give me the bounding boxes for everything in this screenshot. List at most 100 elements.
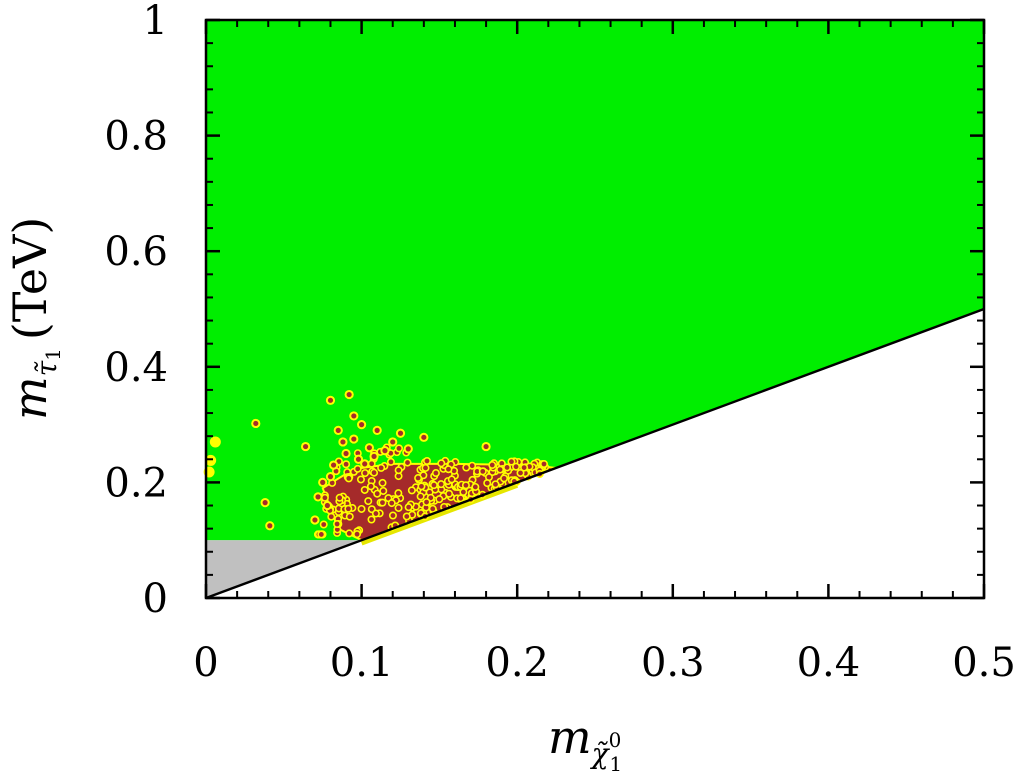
yellow-boundary-band bbox=[360, 482, 519, 546]
scatter-point bbox=[251, 418, 261, 429]
cluster-point bbox=[520, 463, 529, 472]
scatter-point bbox=[360, 459, 370, 469]
scatter-point bbox=[333, 425, 343, 435]
scatter-point bbox=[349, 411, 359, 421]
y-tick-label: 0.8 bbox=[104, 114, 168, 160]
scatter-point bbox=[328, 460, 339, 470]
cluster-point bbox=[344, 474, 353, 483]
plot-area bbox=[203, 20, 985, 600]
cluster-point bbox=[317, 530, 326, 539]
scatter-point bbox=[372, 425, 382, 435]
cluster-point bbox=[417, 482, 426, 491]
scatter-point bbox=[388, 437, 398, 447]
cluster-point bbox=[407, 486, 416, 495]
cluster-point bbox=[459, 488, 468, 497]
cluster-point bbox=[366, 482, 375, 491]
cluster-point bbox=[356, 475, 365, 484]
cluster-point bbox=[431, 469, 440, 478]
cluster-point bbox=[402, 512, 411, 521]
x-tick-label: 0.4 bbox=[797, 640, 861, 686]
cluster-point bbox=[507, 457, 516, 466]
y-tick-label: 0 bbox=[143, 576, 168, 622]
cluster-point bbox=[414, 474, 423, 483]
scatter-point bbox=[419, 432, 429, 442]
x-tick-label: 0.2 bbox=[485, 640, 549, 686]
tick-labels: 0 0.1 0.2 0.3 0.4 0.5 0 0.2 0.4 0.6 0.8 1 bbox=[104, 0, 1015, 686]
y-axis-title: mτ̃1(TeV) bbox=[3, 217, 65, 420]
cluster-point bbox=[345, 512, 354, 521]
cluster-point bbox=[387, 499, 396, 508]
scatter-point bbox=[341, 448, 351, 459]
cluster-point bbox=[367, 515, 376, 524]
scatter-point bbox=[349, 434, 359, 444]
diagonal-line bbox=[205, 307, 985, 600]
cluster-point bbox=[319, 520, 328, 529]
cluster-point bbox=[367, 459, 376, 468]
cluster-point bbox=[435, 495, 444, 504]
cluster-point bbox=[370, 468, 379, 477]
cluster-point bbox=[447, 475, 456, 484]
x-tick-label: 0.5 bbox=[952, 640, 1016, 686]
cluster-point bbox=[478, 467, 487, 476]
scatter-point bbox=[344, 389, 354, 400]
cluster-point bbox=[503, 463, 512, 472]
y-tick-label: 0.6 bbox=[104, 229, 168, 275]
scatter-point bbox=[353, 454, 364, 464]
scatter-point bbox=[357, 420, 367, 430]
scatter-point bbox=[318, 477, 328, 487]
scatter-point bbox=[325, 395, 336, 405]
y-tick-label: 0.2 bbox=[104, 460, 168, 506]
cluster-point bbox=[378, 498, 387, 507]
axes bbox=[204, 18, 986, 600]
cluster-point bbox=[512, 462, 521, 471]
scatter-point bbox=[209, 436, 221, 448]
cluster-point bbox=[428, 504, 437, 513]
cluster-point bbox=[471, 482, 480, 491]
cluster-point bbox=[360, 485, 369, 494]
y-tick-label: 1 bbox=[143, 0, 168, 44]
cluster-point bbox=[456, 494, 465, 503]
cluster-point bbox=[353, 464, 362, 473]
scatter-point bbox=[322, 500, 332, 511]
scatter-point bbox=[265, 521, 275, 531]
cluster-point bbox=[394, 466, 403, 475]
cluster-point bbox=[423, 456, 432, 465]
cluster-point bbox=[488, 461, 497, 470]
x-axis-title: mχ̃0 1 bbox=[548, 710, 622, 774]
scatter-point bbox=[364, 443, 374, 453]
cluster-point bbox=[437, 459, 446, 468]
allowed-region bbox=[206, 20, 984, 541]
cluster-point bbox=[500, 474, 509, 483]
cluster-point bbox=[357, 504, 366, 513]
cluster-point bbox=[421, 463, 430, 472]
cluster-point bbox=[462, 463, 471, 472]
cluster-point bbox=[361, 469, 370, 478]
cluster-point bbox=[394, 489, 403, 498]
cluster-point bbox=[333, 519, 342, 528]
cluster-point bbox=[378, 478, 387, 487]
cluster-point bbox=[403, 458, 412, 467]
cluster-point bbox=[386, 457, 395, 466]
cluster-point bbox=[344, 504, 353, 513]
cluster-point bbox=[429, 481, 438, 490]
cluster-point bbox=[404, 503, 413, 512]
cluster-point bbox=[491, 480, 500, 489]
y-tick-label: 0.4 bbox=[104, 345, 168, 391]
cluster-point bbox=[327, 512, 336, 521]
scatter-point bbox=[310, 515, 320, 525]
scatter-point bbox=[395, 428, 406, 438]
cluster-point bbox=[539, 459, 548, 468]
x-tick-label: 0 bbox=[193, 640, 218, 686]
scatter-point bbox=[403, 444, 413, 454]
cluster-point bbox=[516, 468, 525, 477]
cluster-point bbox=[394, 444, 403, 453]
cluster-point bbox=[342, 460, 351, 469]
cluster-point bbox=[371, 509, 380, 518]
svg-text:mχ̃01: mχ̃0 1 bbox=[548, 710, 622, 774]
cluster-point bbox=[320, 493, 329, 502]
cluster-point bbox=[483, 479, 492, 488]
scatter-point bbox=[338, 437, 348, 447]
scatter-point bbox=[481, 441, 491, 452]
cluster-point bbox=[364, 497, 373, 506]
